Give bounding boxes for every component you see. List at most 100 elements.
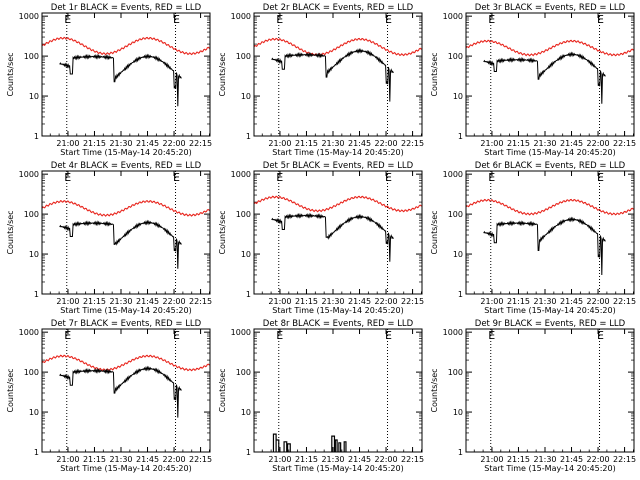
y-tick-label: 10 <box>453 250 463 259</box>
y-tick-label: 1 <box>246 290 251 299</box>
series-group <box>42 354 210 418</box>
y-tick-label: 1 <box>458 448 463 457</box>
panel-title: Det 4r BLACK = Events, RED = LLD <box>51 161 202 171</box>
x-tick-label: 22:15 <box>613 455 636 464</box>
x-tick-label: 21:15 <box>295 139 318 148</box>
events-series-line <box>271 212 394 262</box>
marker-label: E <box>488 171 495 184</box>
y-tick-label: 1 <box>458 290 463 299</box>
y-tick-label: 100 <box>448 368 463 377</box>
x-tick-label: 21:15 <box>83 139 106 148</box>
lld-series-line <box>254 37 422 57</box>
y-tick-label: 10 <box>29 408 39 417</box>
x-axis-title: Start Time (15-May-14 20:45:20) <box>484 306 615 315</box>
y-tick-label: 10 <box>241 92 251 101</box>
x-tick-label: 21:45 <box>136 455 159 464</box>
y-axis-title: Counts/sec <box>6 368 15 412</box>
x-tick-label: 22:15 <box>189 455 212 464</box>
y-tick-label: 10 <box>29 92 39 101</box>
marker-label: E <box>488 329 495 342</box>
y-tick-label: 1 <box>246 132 251 141</box>
y-axis-title: Counts/sec <box>430 52 439 96</box>
x-tick-label: 22:15 <box>613 139 636 148</box>
x-tick-label: 21:00 <box>480 455 503 464</box>
plot-frame <box>465 328 635 453</box>
x-axis-title: Start Time (15-May-14 20:45:20) <box>272 464 403 473</box>
y-tick-label: 100 <box>24 52 39 61</box>
marker-label: E <box>276 171 283 184</box>
x-tick-label: 22:15 <box>401 139 424 148</box>
y-axis-title: Counts/sec <box>430 368 439 412</box>
marker-label: E <box>385 13 392 26</box>
x-tick-label: 22:00 <box>587 455 610 464</box>
series-group <box>254 195 422 262</box>
y-axis-title: Counts/sec <box>218 368 227 412</box>
y-tick-label: 1000 <box>443 170 463 179</box>
x-tick-label: 22:00 <box>587 297 610 306</box>
x-tick-label: 22:15 <box>189 297 212 306</box>
x-tick-label: 21:45 <box>348 139 371 148</box>
marker-label: E <box>488 13 495 26</box>
x-tick-label: 21:30 <box>533 297 556 306</box>
x-tick-label: 21:30 <box>109 139 132 148</box>
x-tick-label: 21:45 <box>348 297 371 306</box>
y-tick-label: 1000 <box>231 170 251 179</box>
x-tick-label: 21:15 <box>295 455 318 464</box>
panel-det-6: Det 6r BLACK = Events, RED = LLD Counts/s… <box>430 161 636 315</box>
series-group <box>272 433 347 452</box>
y-tick-label: 1 <box>34 290 39 299</box>
x-tick-label: 21:30 <box>533 455 556 464</box>
marker-label: E <box>64 13 71 26</box>
y-tick-label: 10 <box>29 250 39 259</box>
lld-series-line <box>42 199 210 217</box>
panel-det-5: Det 5r BLACK = Events, RED = LLD Counts/s… <box>218 161 424 315</box>
y-tick-label: 100 <box>448 210 463 219</box>
plot-frame <box>465 12 635 137</box>
panel-det-4: Det 4r BLACK = Events, RED = LLD Counts/s… <box>6 161 212 315</box>
x-tick-label: 22:00 <box>163 139 186 148</box>
x-tick-label: 21:15 <box>83 455 106 464</box>
series-group <box>42 199 210 269</box>
lld-series-line <box>466 198 634 216</box>
y-tick-label: 10 <box>453 408 463 417</box>
events-series-line <box>59 219 182 269</box>
series-group <box>466 39 634 104</box>
events-series-line <box>483 51 606 104</box>
y-tick-label: 10 <box>453 92 463 101</box>
y-tick-label: 1 <box>246 448 251 457</box>
x-tick-label: 22:00 <box>375 139 398 148</box>
y-tick-label: 1000 <box>19 12 39 21</box>
marker-label: E <box>276 13 283 26</box>
x-axis-title: Start Time (15-May-14 20:45:20) <box>60 464 191 473</box>
x-tick-label: 21:15 <box>507 455 530 464</box>
panel-title: Det 6r BLACK = Events, RED = LLD <box>475 161 626 171</box>
series-group <box>466 198 634 275</box>
y-tick-label: 1000 <box>19 328 39 337</box>
x-tick-label: 22:00 <box>375 455 398 464</box>
x-tick-label: 21:45 <box>136 297 159 306</box>
y-tick-label: 1 <box>34 132 39 141</box>
x-axis-title: Start Time (15-May-14 20:45:20) <box>272 148 403 157</box>
x-axis-title: Start Time (15-May-14 20:45:20) <box>484 148 615 157</box>
plot-frame <box>253 12 423 137</box>
lld-series-line <box>42 354 210 372</box>
x-tick-label: 21:45 <box>560 139 583 148</box>
y-tick-label: 100 <box>24 210 39 219</box>
marker-label: E <box>64 171 71 184</box>
events-series-line <box>271 47 394 102</box>
x-tick-label: 21:45 <box>560 297 583 306</box>
y-axis-title: Counts/sec <box>218 210 227 254</box>
y-tick-label: 1000 <box>443 328 463 337</box>
x-axis-title: Start Time (15-May-14 20:45:20) <box>272 306 403 315</box>
panel-det-9: Det 9r BLACK = Events, RED = LLD Counts/s… <box>430 319 636 473</box>
plot-frame <box>253 170 423 295</box>
marker-label: E <box>385 171 392 184</box>
x-tick-label: 22:15 <box>613 297 636 306</box>
x-tick-label: 22:00 <box>587 139 610 148</box>
x-tick-label: 21:30 <box>109 297 132 306</box>
x-axis-title: Start Time (15-May-14 20:45:20) <box>60 148 191 157</box>
plot-frame <box>41 328 211 453</box>
y-axis-title: Counts/sec <box>6 52 15 96</box>
marker-label: E <box>173 171 180 184</box>
